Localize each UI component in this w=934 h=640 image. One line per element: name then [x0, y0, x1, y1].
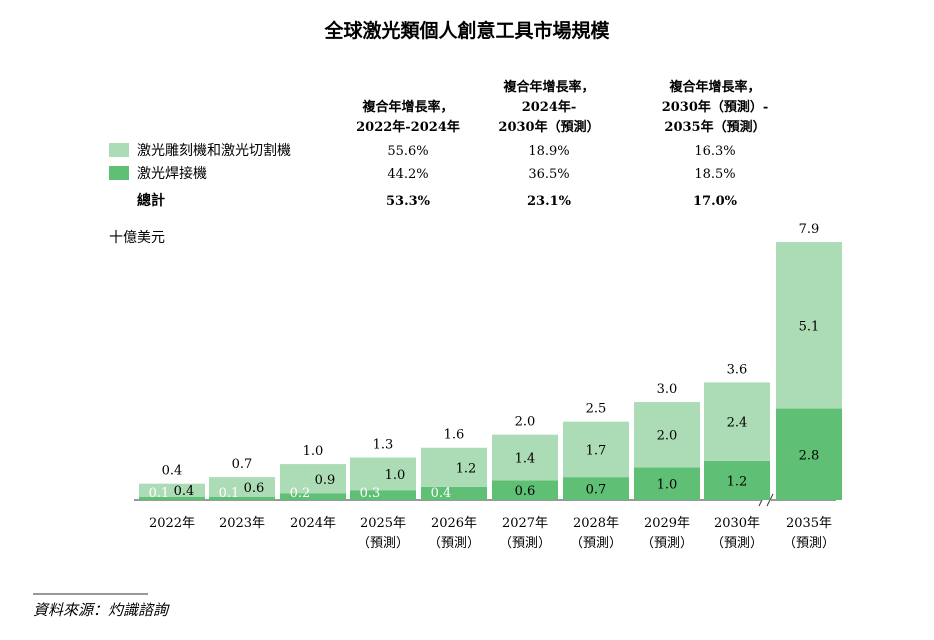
bar-segment-welding [776, 408, 842, 500]
x-tick-label: 2024年 [290, 516, 336, 531]
bar-total-label: 1.3 [373, 438, 394, 453]
x-tick-sublabel: （預測） [357, 536, 409, 551]
bar-label-welding: 0.1 [219, 486, 240, 501]
x-tick-label: 2023年 [219, 516, 265, 531]
bar-label-engraving: 1.2 [456, 461, 477, 476]
cagr-value-0-1: 18.9% [528, 144, 569, 159]
bar-label-engraving: 0.4 [174, 484, 195, 499]
bar-label-engraving: 1.7 [586, 443, 607, 458]
bar-segment-engraving [704, 382, 770, 461]
chart-title: 全球激光類個人創意工具市場規模 [323, 19, 610, 42]
cagr-value-2-2: 17.0% [693, 194, 738, 209]
legend-swatch-1 [109, 166, 129, 180]
source-note: 資料來源：灼識諮詢 [33, 601, 170, 619]
cagr-header-2-line-2: 2035年（預測） [664, 119, 765, 135]
cagr-header-2-line-1: 2030年（預測）- [662, 99, 769, 115]
bar-segment-engraving [139, 483, 205, 497]
bar-segment-welding [634, 467, 700, 500]
cagr-header-1-line-1: 2024年- [522, 99, 577, 115]
y-axis-unit-label: 十億美元 [109, 230, 165, 246]
bar-label-welding: 0.7 [586, 483, 607, 498]
cagr-header-2-line-0: 複合年增長率， [668, 79, 760, 95]
bar-label-welding: 2.8 [799, 448, 820, 463]
bar-total-label: 3.0 [657, 382, 678, 397]
cagr-value-0-2: 16.3% [694, 144, 735, 159]
bar-label-welding: 0.2 [290, 486, 311, 501]
bar-segment-welding [350, 490, 416, 500]
cagr-header-1-line-2: 2030年（預測） [498, 119, 599, 135]
x-tick-sublabel: （預測） [499, 536, 551, 551]
bar-segment-engraving [563, 421, 629, 478]
bar-total-label: 7.9 [799, 222, 820, 237]
cagr-value-2-1: 23.1% [527, 194, 572, 209]
bar-segment-welding [492, 480, 558, 500]
cagr-row-label-1: 激光焊接機 [137, 165, 207, 182]
bar-label-engraving: 1.0 [385, 468, 406, 483]
bar-total-label: 0.7 [232, 457, 253, 472]
x-tick-label: 2026年 [431, 516, 477, 531]
x-tick-sublabel: （預測） [570, 536, 622, 551]
bar-label-welding: 1.0 [657, 478, 678, 493]
x-tick-label: 2030年 [714, 516, 760, 531]
bar-segment-welding [421, 486, 487, 500]
x-tick-label: 2027年 [502, 516, 548, 531]
bar-label-welding: 0.1 [149, 486, 170, 501]
x-tick-label: 2035年 [786, 516, 832, 531]
bar-label-engraving: 5.1 [799, 319, 820, 334]
x-tick-sublabel: （預測） [428, 536, 480, 551]
bar-label-engraving: 1.4 [515, 452, 536, 467]
cagr-header-1-line-0: 複合年增長率， [502, 79, 594, 95]
x-tick-label: 2028年 [573, 516, 619, 531]
cagr-value-0-0: 55.6% [387, 144, 428, 159]
cagr-row-label-0: 激光雕刻機和激光切割機 [137, 142, 291, 159]
bar-segment-welding [139, 496, 205, 500]
bar-label-welding: 0.4 [431, 486, 452, 501]
legend-swatch-0 [109, 143, 129, 157]
x-tick-sublabel: （預測） [711, 536, 763, 551]
bar-segment-engraving [350, 457, 416, 491]
cagr-header-0-line-0: 複合年增長率， [361, 99, 453, 115]
bar-segment-engraving [634, 402, 700, 468]
bar-segment-engraving [280, 464, 346, 494]
x-tick-sublabel: （預測） [641, 536, 693, 551]
bar-total-label: 2.5 [586, 402, 607, 417]
bar-total-label: 0.4 [162, 464, 183, 479]
bar-label-engraving: 2.0 [657, 429, 678, 444]
cagr-value-1-1: 36.5% [528, 167, 569, 182]
cagr-value-1-2: 18.5% [694, 167, 735, 182]
x-tick-label: 2025年 [360, 516, 406, 531]
x-tick-label: 2022年 [149, 516, 195, 531]
bar-total-label: 1.6 [444, 428, 465, 443]
bar-segment-welding [280, 493, 346, 500]
bar-total-label: 3.6 [727, 362, 748, 377]
cagr-header-0-line-1: 2022年-2024年 [356, 119, 460, 135]
bar-label-welding: 0.6 [515, 484, 536, 499]
x-tick-sublabel: （預測） [783, 536, 835, 551]
bar-segment-welding [563, 477, 629, 500]
bar-segment-welding [704, 460, 770, 500]
cagr-value-1-0: 44.2% [387, 167, 428, 182]
bar-label-engraving: 2.4 [727, 416, 748, 431]
bar-total-label: 2.0 [515, 415, 536, 430]
bar-label-welding: 1.2 [727, 474, 748, 489]
bar-label-engraving: 0.9 [315, 473, 336, 488]
bar-segment-engraving [209, 477, 275, 497]
bar-total-label: 1.0 [303, 444, 324, 459]
bar-segment-engraving [492, 434, 558, 481]
bar-label-welding: 0.3 [360, 486, 381, 501]
bar-segment-engraving [776, 242, 842, 409]
cagr-row-label-2: 總計 [137, 192, 165, 209]
cagr-value-2-0: 53.3% [386, 194, 431, 209]
bar-label-engraving: 0.6 [244, 481, 265, 496]
x-tick-label: 2029年 [644, 516, 690, 531]
bar-segment-engraving [421, 447, 487, 487]
bar-segment-welding [209, 496, 275, 500]
